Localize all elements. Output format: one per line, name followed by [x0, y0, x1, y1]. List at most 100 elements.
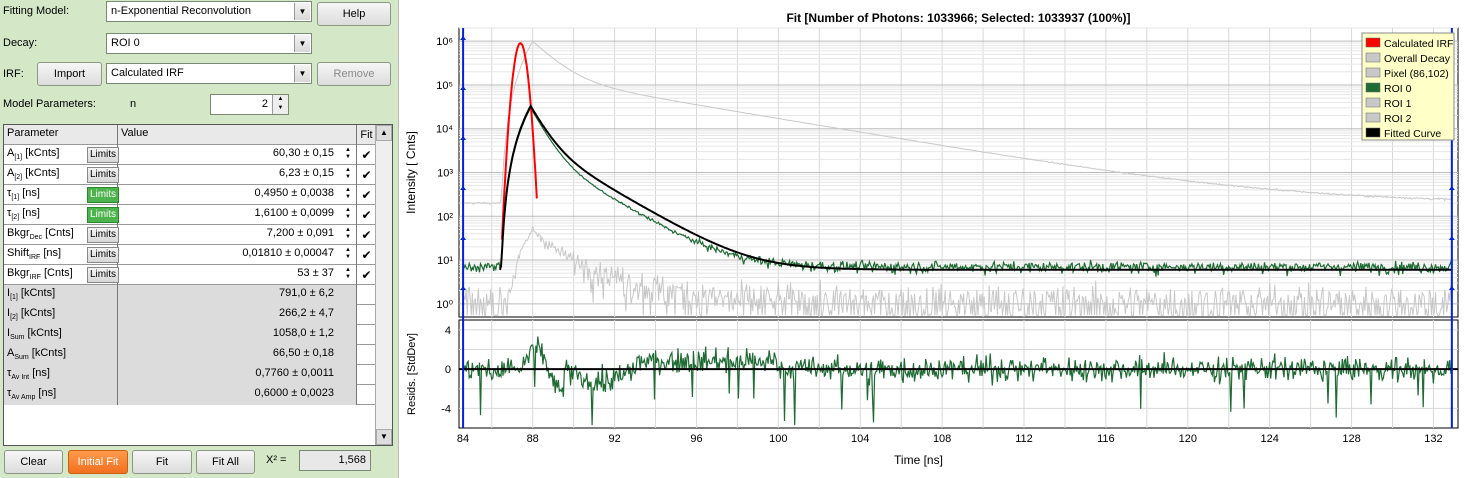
check-icon: ✔ [361, 228, 372, 242]
limits-button[interactable]: Limits [87, 207, 119, 223]
parameter-value-text: 266,2 ± 4,7 [279, 307, 334, 319]
decay-plot[interactable]: Fit [Number of Photons: 1033966; Selecte… [399, 0, 1471, 478]
parameter-name: ShiftIRF [ns] Limits [4, 245, 119, 265]
parameter-unit: [ns] [29, 367, 50, 379]
chi-squared-value: 1,568 [299, 450, 371, 471]
parameter-unit: [kCnts] [28, 347, 67, 359]
limits-button[interactable]: Limits [87, 247, 119, 263]
parameter-name: BkgrDec [Cnts] Limits [4, 225, 119, 245]
spin-arrows-icon[interactable]: ▲ ▼ [345, 267, 351, 280]
y-tick-label: 10² [437, 211, 453, 223]
resid-tick-label: 0 [445, 364, 451, 376]
fit-checkbox[interactable]: ✔ [357, 245, 376, 265]
parameter-value: 266,2 ± 4,7 [118, 305, 357, 325]
x-tick-label: 88 [527, 433, 539, 445]
y-tick-label: 10¹ [437, 255, 453, 267]
parameter-value[interactable]: 0,4950 ± 0,0038 ▲ ▼ [118, 185, 357, 205]
spin-arrows-icon[interactable]: ▲ ▼ [345, 247, 351, 260]
parameter-unit: [ns] [40, 247, 62, 259]
derived-parameter-row: I[2] [kCnts] 266,2 ± 4,7 [4, 305, 376, 325]
parameter-symbol: A [7, 147, 15, 159]
limits-button[interactable]: Limits [87, 267, 119, 283]
spin-arrows-icon[interactable]: ▲ ▼ [345, 227, 351, 240]
irf-select[interactable]: Calculated IRF ▼ [106, 63, 312, 84]
chevron-down-icon[interactable]: ▼ [294, 3, 310, 20]
fit-checkbox [357, 345, 376, 365]
legend-swatch [1365, 127, 1381, 138]
fit-checkbox[interactable]: ✔ [357, 205, 376, 225]
fit-checkbox[interactable]: ✔ [357, 225, 376, 245]
spin-arrows-icon[interactable]: ▲ ▼ [272, 95, 288, 114]
parameter-value: 66,50 ± 0,18 [118, 345, 357, 365]
parameter-row: A[1] [kCnts] Limits 60,30 ± 0,15 ▲ ▼ ✔ [4, 145, 376, 165]
parameter-symbol: τ [7, 207, 12, 219]
parameter-value[interactable]: 1,6100 ± 0,0099 ▲ ▼ [118, 205, 357, 225]
table-header: Parameter Value Fit [4, 125, 376, 145]
parameter-symbol: I [7, 327, 11, 339]
parameter-symbol: Bkgr [7, 267, 30, 279]
parameter-row: τ[2] [ns] Limits 1,6100 ± 0,0099 ▲ ▼ ✔ [4, 205, 376, 225]
fit-checkbox[interactable]: ✔ [357, 165, 376, 185]
series-fitted-curve [498, 103, 1452, 271]
x-tick-label: 128 [1342, 433, 1360, 445]
chart-title: Fit [Number of Photons: 1033966; Selecte… [786, 11, 1130, 25]
legend-swatch [1365, 97, 1381, 108]
parameter-subscript: Av Amp [11, 394, 36, 402]
scroll-down-icon[interactable]: ▼ [376, 429, 392, 445]
fitting-model-select[interactable]: n-Exponential Reconvolution ▼ [106, 1, 312, 22]
cursor-marker-icon [460, 286, 467, 290]
legend-entry: Calculated IRF [1384, 38, 1453, 50]
parameter-value[interactable]: 53 ± 37 ▲ ▼ [118, 265, 357, 285]
y-tick-label: 10³ [437, 168, 453, 180]
decay-select[interactable]: ROI 0 ▼ [106, 33, 312, 54]
spin-arrows-icon[interactable]: ▲ ▼ [345, 167, 351, 180]
n-value: 2 [261, 98, 268, 110]
parameter-subscript: Dec [29, 234, 43, 242]
parameter-subscript: [1] [14, 154, 23, 162]
cursor-marker-icon [460, 36, 467, 40]
parameter-unit: [ns] [35, 387, 57, 399]
chevron-down-icon[interactable]: ▼ [294, 35, 310, 52]
spin-arrows-icon[interactable]: ▲ ▼ [345, 207, 351, 220]
clear-button[interactable]: Clear [4, 450, 63, 474]
x-tick-label: 132 [1424, 433, 1442, 445]
initial-fit-button[interactable]: Initial Fit [68, 450, 128, 474]
y-tick-label: 10⁴ [436, 124, 453, 136]
parameter-value[interactable]: 0,01810 ± 0,00047 ▲ ▼ [118, 245, 357, 265]
parameter-value-text: 1,6100 ± 0,0099 [254, 207, 334, 219]
import-irf-button[interactable]: Import [37, 62, 102, 86]
limits-button[interactable]: Limits [87, 187, 119, 203]
limits-button[interactable]: Limits [87, 227, 119, 243]
resid-tick-label: 4 [445, 325, 451, 337]
parameter-subscript: [2] [11, 214, 20, 222]
fit-button[interactable]: Fit [132, 450, 192, 474]
fit-all-button[interactable]: Fit All [196, 450, 255, 474]
parameter-unit: [Cnts] [40, 267, 73, 279]
n-stepper[interactable]: 2 ▲ ▼ [210, 94, 289, 115]
limits-button[interactable]: Limits [87, 167, 119, 183]
parameter-value[interactable]: 7,200 ± 0,091 ▲ ▼ [118, 225, 357, 245]
derived-parameter-row: I[1] [kCnts] 791,0 ± 6,2 [4, 285, 376, 305]
help-button[interactable]: Help [317, 2, 391, 26]
scroll-up-icon[interactable]: ▲ [376, 125, 392, 141]
residuals-plot-frame [458, 319, 1459, 429]
fit-checkbox [357, 305, 376, 325]
parameter-value[interactable]: 6,23 ± 0,15 ▲ ▼ [118, 165, 357, 185]
parameter-value-text: 1058,0 ± 1,2 [272, 327, 334, 339]
table-scrollbar[interactable]: ▲ ▼ [375, 125, 392, 445]
chevron-down-icon[interactable]: ▼ [294, 65, 310, 82]
parameter-value[interactable]: 60,30 ± 0,15 ▲ ▼ [118, 145, 357, 165]
parameter-value: 0,6000 ± 0,0023 [118, 385, 357, 405]
legend-swatch [1365, 52, 1381, 63]
fit-checkbox[interactable]: ✔ [357, 145, 376, 165]
parameter-unit: [Cnts] [42, 227, 74, 239]
parameter-value-text: 53 ± 37 [297, 267, 334, 279]
spin-arrows-icon[interactable]: ▲ ▼ [345, 147, 351, 160]
fit-checkbox[interactable]: ✔ [357, 265, 376, 285]
parameter-symbol: I [7, 287, 11, 299]
remove-irf-button[interactable]: Remove [317, 62, 391, 86]
fit-checkbox[interactable]: ✔ [357, 185, 376, 205]
legend-entry: Fitted Curve [1384, 128, 1441, 140]
spin-arrows-icon[interactable]: ▲ ▼ [345, 187, 351, 200]
limits-button[interactable]: Limits [87, 147, 119, 163]
